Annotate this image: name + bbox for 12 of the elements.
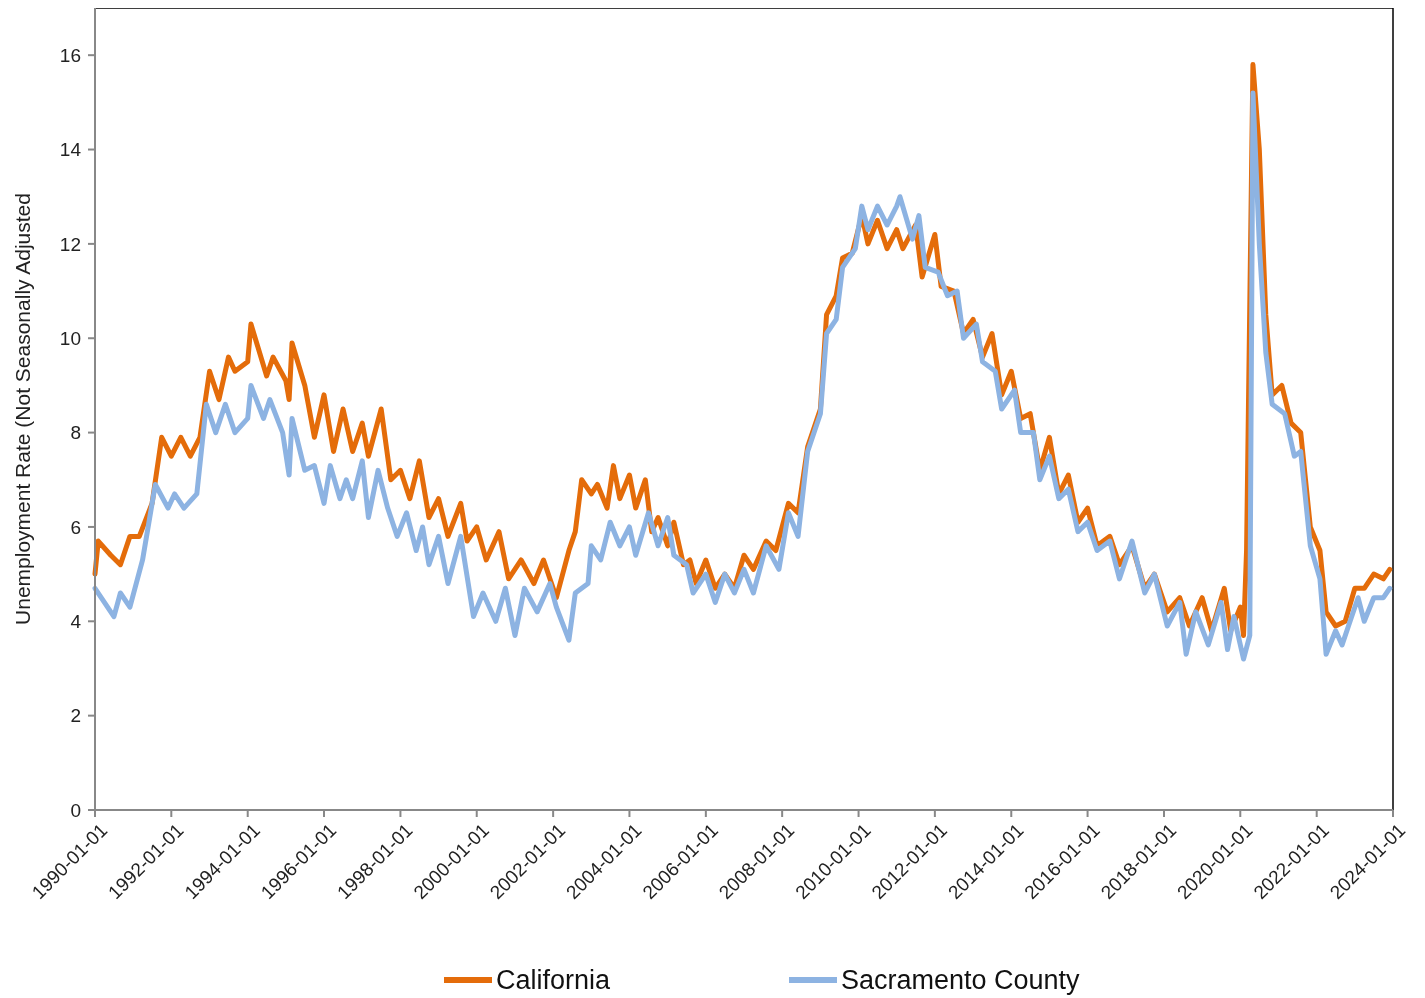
y-tick-label: 14	[59, 139, 82, 161]
y-tick-label: 6	[70, 516, 81, 538]
legend-label: California	[496, 965, 612, 996]
y-tick-label: 0	[70, 799, 81, 821]
y-tick-label: 16	[59, 44, 81, 66]
y-tick-label: 10	[59, 327, 81, 349]
y-tick-label: 4	[70, 610, 82, 632]
y-tick-label: 12	[59, 233, 81, 255]
y-tick-label: 2	[70, 705, 81, 727]
y-axis-title: Unemployment Rate (Not Seasonally Adjusted	[11, 193, 34, 625]
legend-label: Sacramento County	[841, 965, 1081, 996]
y-tick-label: 8	[70, 422, 81, 444]
